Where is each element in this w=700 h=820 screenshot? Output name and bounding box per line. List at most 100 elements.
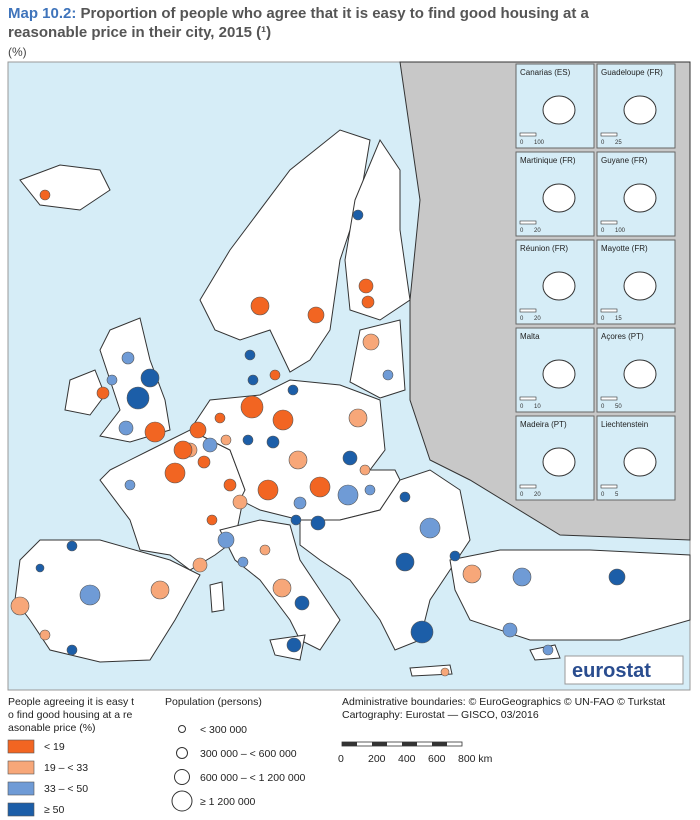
inset-scale-label: 0	[601, 404, 605, 410]
inset-label: Mayotte (FR)	[601, 244, 648, 253]
city-marker	[202, 437, 218, 453]
inset-land	[542, 95, 576, 125]
scale-bar-segment	[342, 742, 357, 746]
inset-scale-label: 0	[520, 228, 524, 234]
scale-bar-segment	[432, 742, 447, 746]
inset-land	[623, 359, 657, 389]
city-marker	[79, 584, 101, 606]
city-marker	[150, 580, 170, 600]
city-marker	[288, 450, 308, 470]
inset-scale-label: 15	[615, 316, 622, 322]
city-marker	[361, 295, 375, 309]
city-marker	[362, 333, 380, 351]
city-marker	[290, 514, 302, 526]
inset-land	[623, 447, 657, 477]
city-marker	[66, 540, 78, 552]
city-marker	[608, 568, 626, 586]
city-marker	[287, 384, 299, 396]
city-marker	[242, 434, 254, 446]
city-marker	[192, 557, 208, 573]
legend-label: 19 – < 33	[44, 762, 88, 774]
turkey	[449, 549, 691, 641]
city-marker	[217, 531, 235, 549]
population-label: ≥ 1 200 000	[200, 796, 256, 808]
city-marker	[359, 464, 371, 476]
city-marker	[358, 278, 374, 294]
credit: Administrative boundaries: © EuroGeograp…	[342, 696, 665, 708]
city-marker	[121, 351, 135, 365]
population-label: 300 000 – < 600 000	[200, 748, 297, 760]
sardinia	[209, 581, 225, 613]
population-symbol	[171, 790, 193, 812]
inset-scale-label: 20	[534, 316, 541, 322]
city-marker	[395, 552, 415, 572]
city-marker	[337, 484, 359, 506]
city-marker	[164, 462, 186, 484]
city-marker	[462, 564, 482, 584]
city-marker	[502, 622, 518, 638]
scale-label: 0	[338, 753, 344, 765]
inset-scale-label: 0	[601, 140, 605, 146]
inset-scale-label: 5	[615, 492, 619, 498]
scandinavia	[199, 129, 371, 373]
inset: Mayotte (FR) 0 15	[596, 239, 676, 325]
inset-scale-label: 25	[615, 140, 622, 146]
inset-scale-label: 0	[520, 140, 524, 146]
balkans	[299, 469, 471, 651]
city-marker	[197, 455, 211, 469]
logo: eurostat	[572, 660, 651, 682]
inset-scale-bar	[519, 396, 537, 401]
iberia	[14, 539, 201, 663]
inset-land	[542, 447, 576, 477]
city-marker	[542, 644, 554, 656]
unit: (%)	[8, 45, 27, 59]
population-label: < 300 000	[200, 724, 247, 736]
legend-swatch	[7, 781, 35, 796]
city-marker	[272, 578, 292, 598]
legend-swatch	[7, 760, 35, 775]
city-marker	[512, 567, 532, 587]
city-marker	[124, 479, 136, 491]
population-label: 600 000 – < 1 200 000	[200, 772, 306, 784]
city-marker	[223, 478, 237, 492]
inset-scale-bar	[519, 484, 537, 489]
cities	[10, 189, 626, 677]
inset-label: Liechtenstein	[601, 420, 648, 429]
legend-label: < 19	[44, 741, 65, 753]
legend-swatch	[7, 802, 35, 817]
inset-label: Réunion (FR)	[520, 244, 568, 253]
city-marker	[449, 550, 461, 562]
inset: Guyane (FR) 0 100	[596, 151, 676, 237]
city-marker	[39, 629, 51, 641]
inset-land	[542, 359, 576, 389]
ireland	[64, 369, 106, 416]
inset-scale-label: 100	[534, 140, 545, 146]
city-marker	[272, 409, 294, 431]
population-legend-title: Population (persons)	[165, 696, 262, 708]
inset: Madeira (PT) 0 20	[515, 415, 595, 501]
city-marker	[352, 209, 364, 221]
inset-scale-label: 0	[601, 228, 605, 234]
map-label: Map 10.2:	[8, 5, 77, 22]
inset-scale-label: 50	[615, 404, 622, 410]
inset-scale-bar	[519, 308, 537, 313]
inset-scale-bar	[600, 132, 618, 137]
city-marker	[364, 484, 376, 496]
population-symbol	[176, 747, 188, 759]
city-marker	[237, 556, 249, 568]
city-marker	[106, 374, 118, 386]
inset-scale-bar	[519, 220, 537, 225]
inset-scale-label: 0	[601, 316, 605, 322]
city-marker	[189, 421, 207, 439]
inset: Malta 0 10	[515, 327, 595, 413]
inset: Liechtenstein 0 5	[596, 415, 676, 501]
city-marker	[294, 595, 310, 611]
city-marker	[257, 479, 279, 501]
scale-bar-segment	[402, 742, 417, 746]
inset-land	[623, 95, 657, 125]
city-marker	[220, 434, 232, 446]
city-marker	[440, 667, 450, 677]
